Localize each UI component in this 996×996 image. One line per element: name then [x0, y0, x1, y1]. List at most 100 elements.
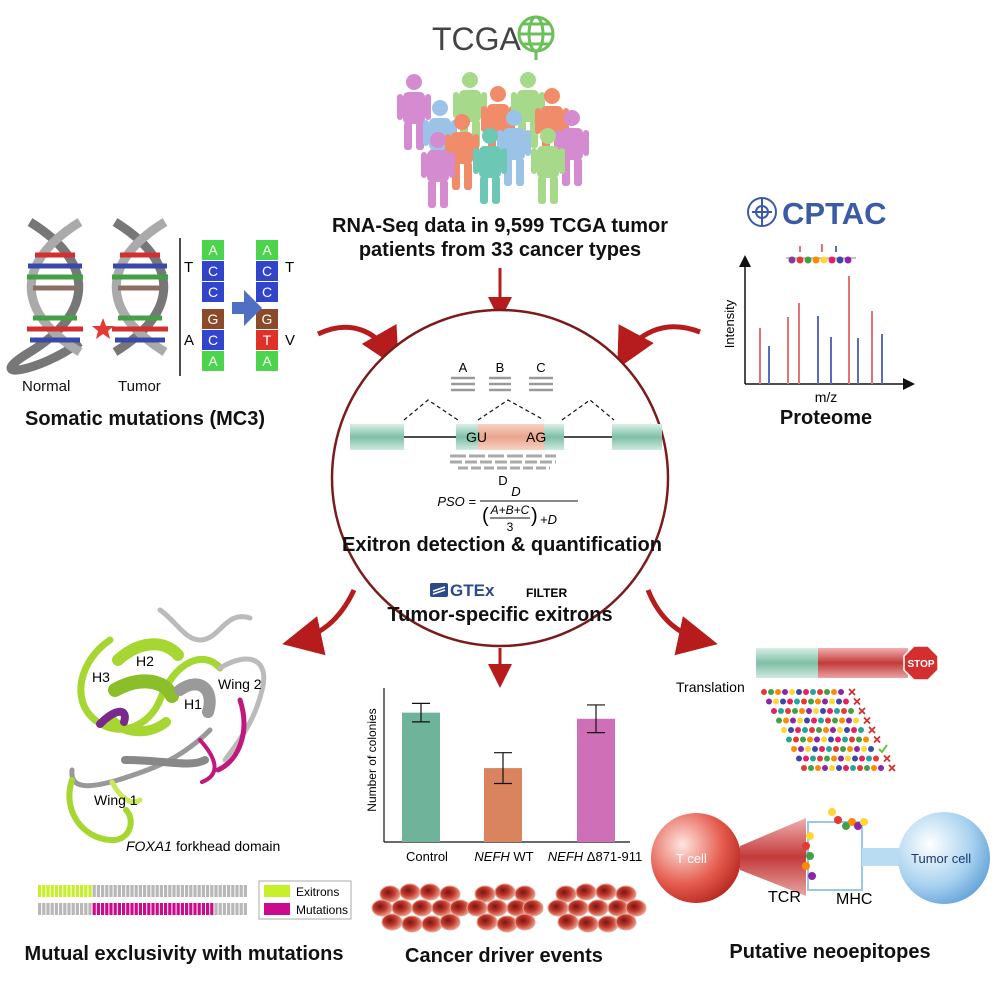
colony-cell [567, 899, 589, 917]
driver-title: Cancer driver events [405, 945, 603, 967]
mass-spectrum-plot: Intensity m/z [722, 244, 915, 405]
person-icon [397, 74, 431, 150]
colony-cell [514, 913, 536, 931]
exon-left [350, 424, 404, 450]
legend-swatch-exitrons [264, 885, 290, 897]
chart-bar [577, 718, 615, 842]
somatic-title: Somatic mutations (MC3) [25, 408, 265, 430]
pso-paren-close: ) [531, 505, 538, 527]
chart-error-bar [494, 752, 512, 785]
oncoprint-cell [239, 903, 243, 915]
oncoprint-cell [75, 903, 79, 915]
oncoprint-cell [117, 885, 121, 897]
mhc-molecule-icon [807, 821, 863, 891]
structure-caption-gene: FOXA1 [126, 838, 172, 854]
nucleotide-base: C [202, 330, 224, 350]
chart-xtick-control: Control [406, 849, 448, 864]
oncoprint-cell [50, 885, 54, 897]
nucleotide-base: C [202, 282, 224, 302]
pso-numerator: D [511, 484, 520, 499]
neo-title: Putative neoepitopes [729, 941, 930, 963]
nucleotide-base: T [256, 330, 278, 350]
colony-cell [577, 915, 599, 933]
pso-lhs: PSO = [437, 494, 476, 509]
oncoprint-cell [105, 885, 109, 897]
oncoprint-cell [222, 885, 226, 897]
structure-panel: H2 H3 H1 Wing 2 Wing 1 FOXA1 forkhead do… [66, 607, 280, 854]
center-subtitle: Tumor-specific exitrons [387, 604, 612, 626]
oncoprint-cell [134, 885, 138, 897]
oncoprint-cell [222, 903, 226, 915]
oncoprint-cell [210, 903, 214, 915]
oncoprint-cell [176, 885, 180, 897]
oncoprint-cell [143, 903, 147, 915]
chart-xtick-nefh-del: NEFH Δ871-911 [548, 849, 642, 864]
oncoprint-cell [193, 885, 197, 897]
helix-label-h1: H1 [184, 696, 202, 712]
arrow-proteome-to-center [617, 324, 701, 369]
peptide-row [801, 764, 896, 772]
mutation-star-icon [92, 318, 114, 339]
arrow-somatic-to-center [316, 324, 399, 369]
cross-icon [858, 707, 866, 715]
nucleotide-base: C [256, 261, 278, 281]
oncoprint-cell [151, 885, 155, 897]
oncoprint-cell [172, 903, 176, 915]
svg-text:G: G [208, 311, 219, 327]
colony-cell [587, 899, 609, 917]
oncoprint-cell [147, 885, 151, 897]
foxa1-structure-icon [66, 607, 267, 844]
wing2-label: Wing 2 [218, 676, 262, 692]
nucleotide-base: A [256, 240, 278, 260]
nucleotide-base: A [202, 240, 224, 260]
spanning-reads-icon [450, 454, 556, 470]
oncoprint-cell [42, 885, 46, 897]
oncoprint-cell [126, 885, 130, 897]
legend-label-mutations: Mutations [296, 903, 348, 917]
peptide-row [766, 697, 861, 706]
colony-cell [399, 883, 421, 901]
colony-cell [547, 899, 569, 917]
oncoprint-cell [101, 885, 105, 897]
oncoprint-cell [143, 885, 147, 897]
check-icon [878, 744, 888, 754]
cross-icon [873, 735, 881, 744]
oncoprint-cell [180, 885, 184, 897]
oncoprint-cell [84, 885, 88, 897]
globe-icon [517, 15, 555, 60]
colony-cell [476, 913, 498, 931]
svg-text:C: C [208, 263, 218, 279]
proteome-title: Proteome [780, 407, 872, 429]
oncoprint-cell [206, 885, 210, 897]
t-cell-icon [651, 813, 741, 903]
colony-cell [557, 913, 579, 931]
nucleotide-base: G [202, 309, 224, 329]
oncoprint-cell [96, 903, 100, 915]
oncoprint-cell [75, 885, 79, 897]
proteome-panel: CPTAC [722, 196, 915, 429]
oncoprint-cell [227, 885, 231, 897]
oncoprint-cell [235, 885, 239, 897]
peptide-row [781, 726, 876, 734]
oncoprint-cell [59, 885, 63, 897]
arrow-center-to-structure [282, 588, 357, 656]
svg-text:A: A [262, 353, 272, 369]
peptide-row [791, 744, 888, 754]
gtex-logo-icon [430, 583, 448, 597]
oncoprint-cell [231, 885, 235, 897]
colony-cell [401, 915, 423, 933]
oncoprint-cell [172, 885, 176, 897]
colony-cell [411, 899, 433, 917]
oncoprint-cell [189, 885, 193, 897]
colony-cell [439, 885, 461, 903]
oncoprint-cell [164, 903, 168, 915]
nucleotide-base: C [256, 282, 278, 302]
oncoprint-grid [38, 885, 247, 915]
oncoprint-cell [155, 903, 159, 915]
oncoprint-cell [54, 903, 58, 915]
splice-junctions [403, 399, 615, 421]
oncoprint-cell [185, 903, 189, 915]
oncoprint-cell [197, 903, 201, 915]
svg-text:C: C [262, 263, 272, 279]
